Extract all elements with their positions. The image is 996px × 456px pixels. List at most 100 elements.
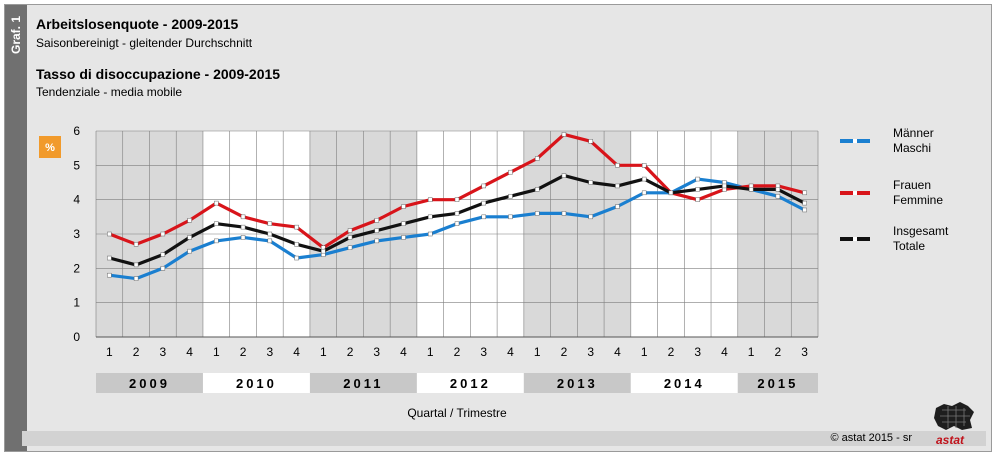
x-tick-label: 4 [400, 345, 407, 359]
astat-logo-text: astat [936, 433, 965, 447]
data-point [641, 163, 647, 168]
data-point [401, 235, 406, 240]
data-point [133, 242, 139, 247]
data-point [775, 187, 781, 192]
x-tick-label: 4 [721, 345, 728, 359]
data-point [374, 238, 380, 244]
legend-marker [853, 139, 857, 143]
x-tick-label: 1 [320, 345, 327, 359]
data-point [615, 163, 620, 168]
data-point [508, 214, 513, 220]
year-label-box [737, 373, 818, 393]
legend-marker [853, 237, 857, 241]
year-label: 2009 [129, 376, 170, 391]
legend-label-de: Frauen [893, 178, 931, 192]
title-german: Arbeitslosenquote - 2009-2015 [36, 16, 239, 32]
data-point [481, 214, 486, 220]
x-tick-label: 1 [748, 345, 755, 359]
footer-bar [22, 431, 986, 446]
data-point [267, 221, 273, 226]
data-point [107, 272, 112, 278]
side-bar: Graf. 1 [5, 5, 27, 451]
x-tick-label: 3 [801, 345, 808, 359]
data-point [214, 200, 219, 206]
data-point [347, 245, 353, 250]
data-point [294, 224, 299, 230]
x-tick-label: 3 [160, 345, 167, 359]
x-tick-label: 2 [775, 345, 782, 359]
data-point [534, 187, 540, 192]
y-tick-label: 5 [73, 158, 80, 172]
data-point [347, 235, 353, 240]
y-tick-label: 1 [73, 296, 80, 310]
data-point [748, 187, 754, 192]
y-tick-label: 0 [73, 330, 80, 344]
year-label: 2015 [757, 376, 798, 391]
unit-badge-label: % [45, 142, 55, 154]
legend-label-de: Männer [893, 126, 934, 140]
x-tick-label: 3 [587, 345, 594, 359]
data-point [454, 197, 460, 202]
data-point [428, 231, 433, 237]
data-point [428, 214, 433, 220]
data-point [160, 252, 166, 257]
legend-label-it: Femmine [893, 193, 943, 207]
x-tick-label: 4 [293, 345, 300, 359]
data-point [107, 255, 112, 261]
year-label-box [309, 373, 417, 393]
data-point [428, 197, 433, 202]
data-point [802, 200, 807, 206]
data-point [641, 176, 647, 182]
data-point [454, 211, 460, 216]
data-point [641, 190, 647, 196]
astat-logo-icon [934, 402, 974, 430]
year-label: 2014 [664, 376, 705, 391]
data-point [534, 156, 540, 161]
x-tick-label: 3 [266, 345, 273, 359]
subtitle-italian: Tendenziale - media mobile [36, 85, 183, 99]
data-point [294, 242, 299, 247]
data-point [160, 231, 166, 237]
data-point [775, 193, 781, 199]
year-label-box [416, 373, 524, 393]
x-tick-label: 2 [561, 345, 568, 359]
data-point [561, 211, 567, 216]
data-point [401, 221, 406, 226]
x-tick-label: 1 [427, 345, 434, 359]
data-point [187, 235, 192, 240]
data-point [481, 200, 486, 206]
data-point [240, 235, 246, 240]
data-point [561, 132, 567, 137]
data-point [668, 190, 674, 196]
year-label: 2013 [557, 376, 598, 391]
y-tick-label: 6 [73, 124, 80, 138]
legend-marker [853, 191, 857, 195]
data-point [534, 211, 540, 216]
data-point [615, 183, 620, 189]
unit-badge [39, 136, 61, 158]
data-point [133, 262, 139, 268]
x-axis-label: Quartal / Trimestre [407, 406, 507, 420]
data-point [802, 207, 807, 213]
data-point [722, 183, 727, 189]
data-point [615, 204, 620, 209]
year-label-box [202, 373, 310, 393]
data-point [561, 173, 567, 178]
data-point [133, 276, 139, 281]
y-tick-label: 4 [73, 193, 80, 207]
data-point [107, 231, 112, 237]
x-tick-label: 2 [668, 345, 675, 359]
data-point [454, 221, 460, 226]
data-point [588, 139, 593, 144]
data-point [267, 238, 273, 244]
year-label: 2010 [236, 376, 277, 391]
data-point [695, 176, 700, 182]
x-tick-label: 1 [534, 345, 541, 359]
data-point [240, 224, 246, 230]
x-tick-label: 2 [240, 345, 247, 359]
data-point [588, 214, 593, 220]
data-point [481, 183, 486, 189]
legend-label-it: Maschi [893, 141, 931, 155]
x-tick-label: 2 [133, 345, 140, 359]
